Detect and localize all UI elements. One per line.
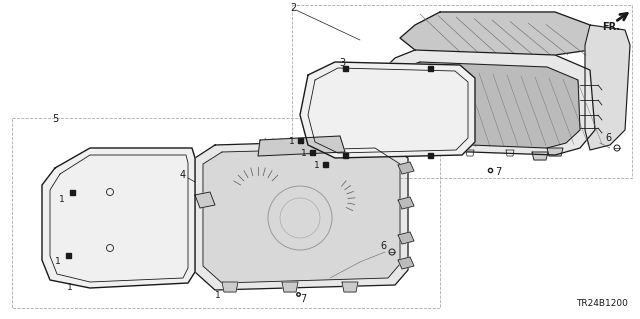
Polygon shape	[195, 192, 215, 208]
Text: 1: 1	[67, 283, 73, 292]
Polygon shape	[42, 148, 195, 288]
Text: 1: 1	[314, 161, 320, 170]
Bar	[298, 137, 303, 143]
Text: 1: 1	[55, 257, 61, 266]
Text: 2: 2	[290, 3, 296, 13]
Text: 3: 3	[339, 58, 345, 68]
Text: 1: 1	[215, 291, 221, 300]
Bar	[323, 161, 328, 167]
Polygon shape	[398, 232, 414, 244]
Polygon shape	[222, 282, 238, 292]
Polygon shape	[547, 148, 563, 156]
Text: 7: 7	[300, 294, 306, 304]
Text: 1: 1	[59, 195, 65, 204]
Bar	[70, 189, 74, 195]
Bar	[342, 65, 348, 70]
Text: FR.: FR.	[602, 22, 620, 32]
Text: TR24B1200: TR24B1200	[576, 299, 628, 308]
Text: 6: 6	[380, 241, 386, 251]
Bar	[428, 152, 433, 158]
Polygon shape	[258, 136, 345, 156]
Bar	[310, 150, 314, 154]
Bar	[342, 152, 348, 158]
Polygon shape	[390, 62, 580, 148]
Polygon shape	[585, 25, 630, 150]
Polygon shape	[398, 197, 414, 209]
Polygon shape	[532, 152, 548, 160]
Polygon shape	[203, 148, 400, 283]
Polygon shape	[398, 162, 414, 174]
Bar	[65, 253, 70, 257]
Text: 1: 1	[301, 150, 307, 159]
Text: 5: 5	[52, 114, 58, 124]
Polygon shape	[398, 257, 414, 269]
Bar	[428, 65, 433, 70]
Text: 6: 6	[605, 133, 611, 143]
Text: 1: 1	[289, 137, 295, 146]
Polygon shape	[195, 140, 408, 290]
Polygon shape	[378, 50, 595, 155]
Polygon shape	[400, 12, 605, 58]
Polygon shape	[342, 282, 358, 292]
Polygon shape	[282, 282, 298, 292]
Text: 4: 4	[180, 170, 186, 180]
Text: 7: 7	[495, 167, 501, 177]
Polygon shape	[300, 62, 475, 158]
